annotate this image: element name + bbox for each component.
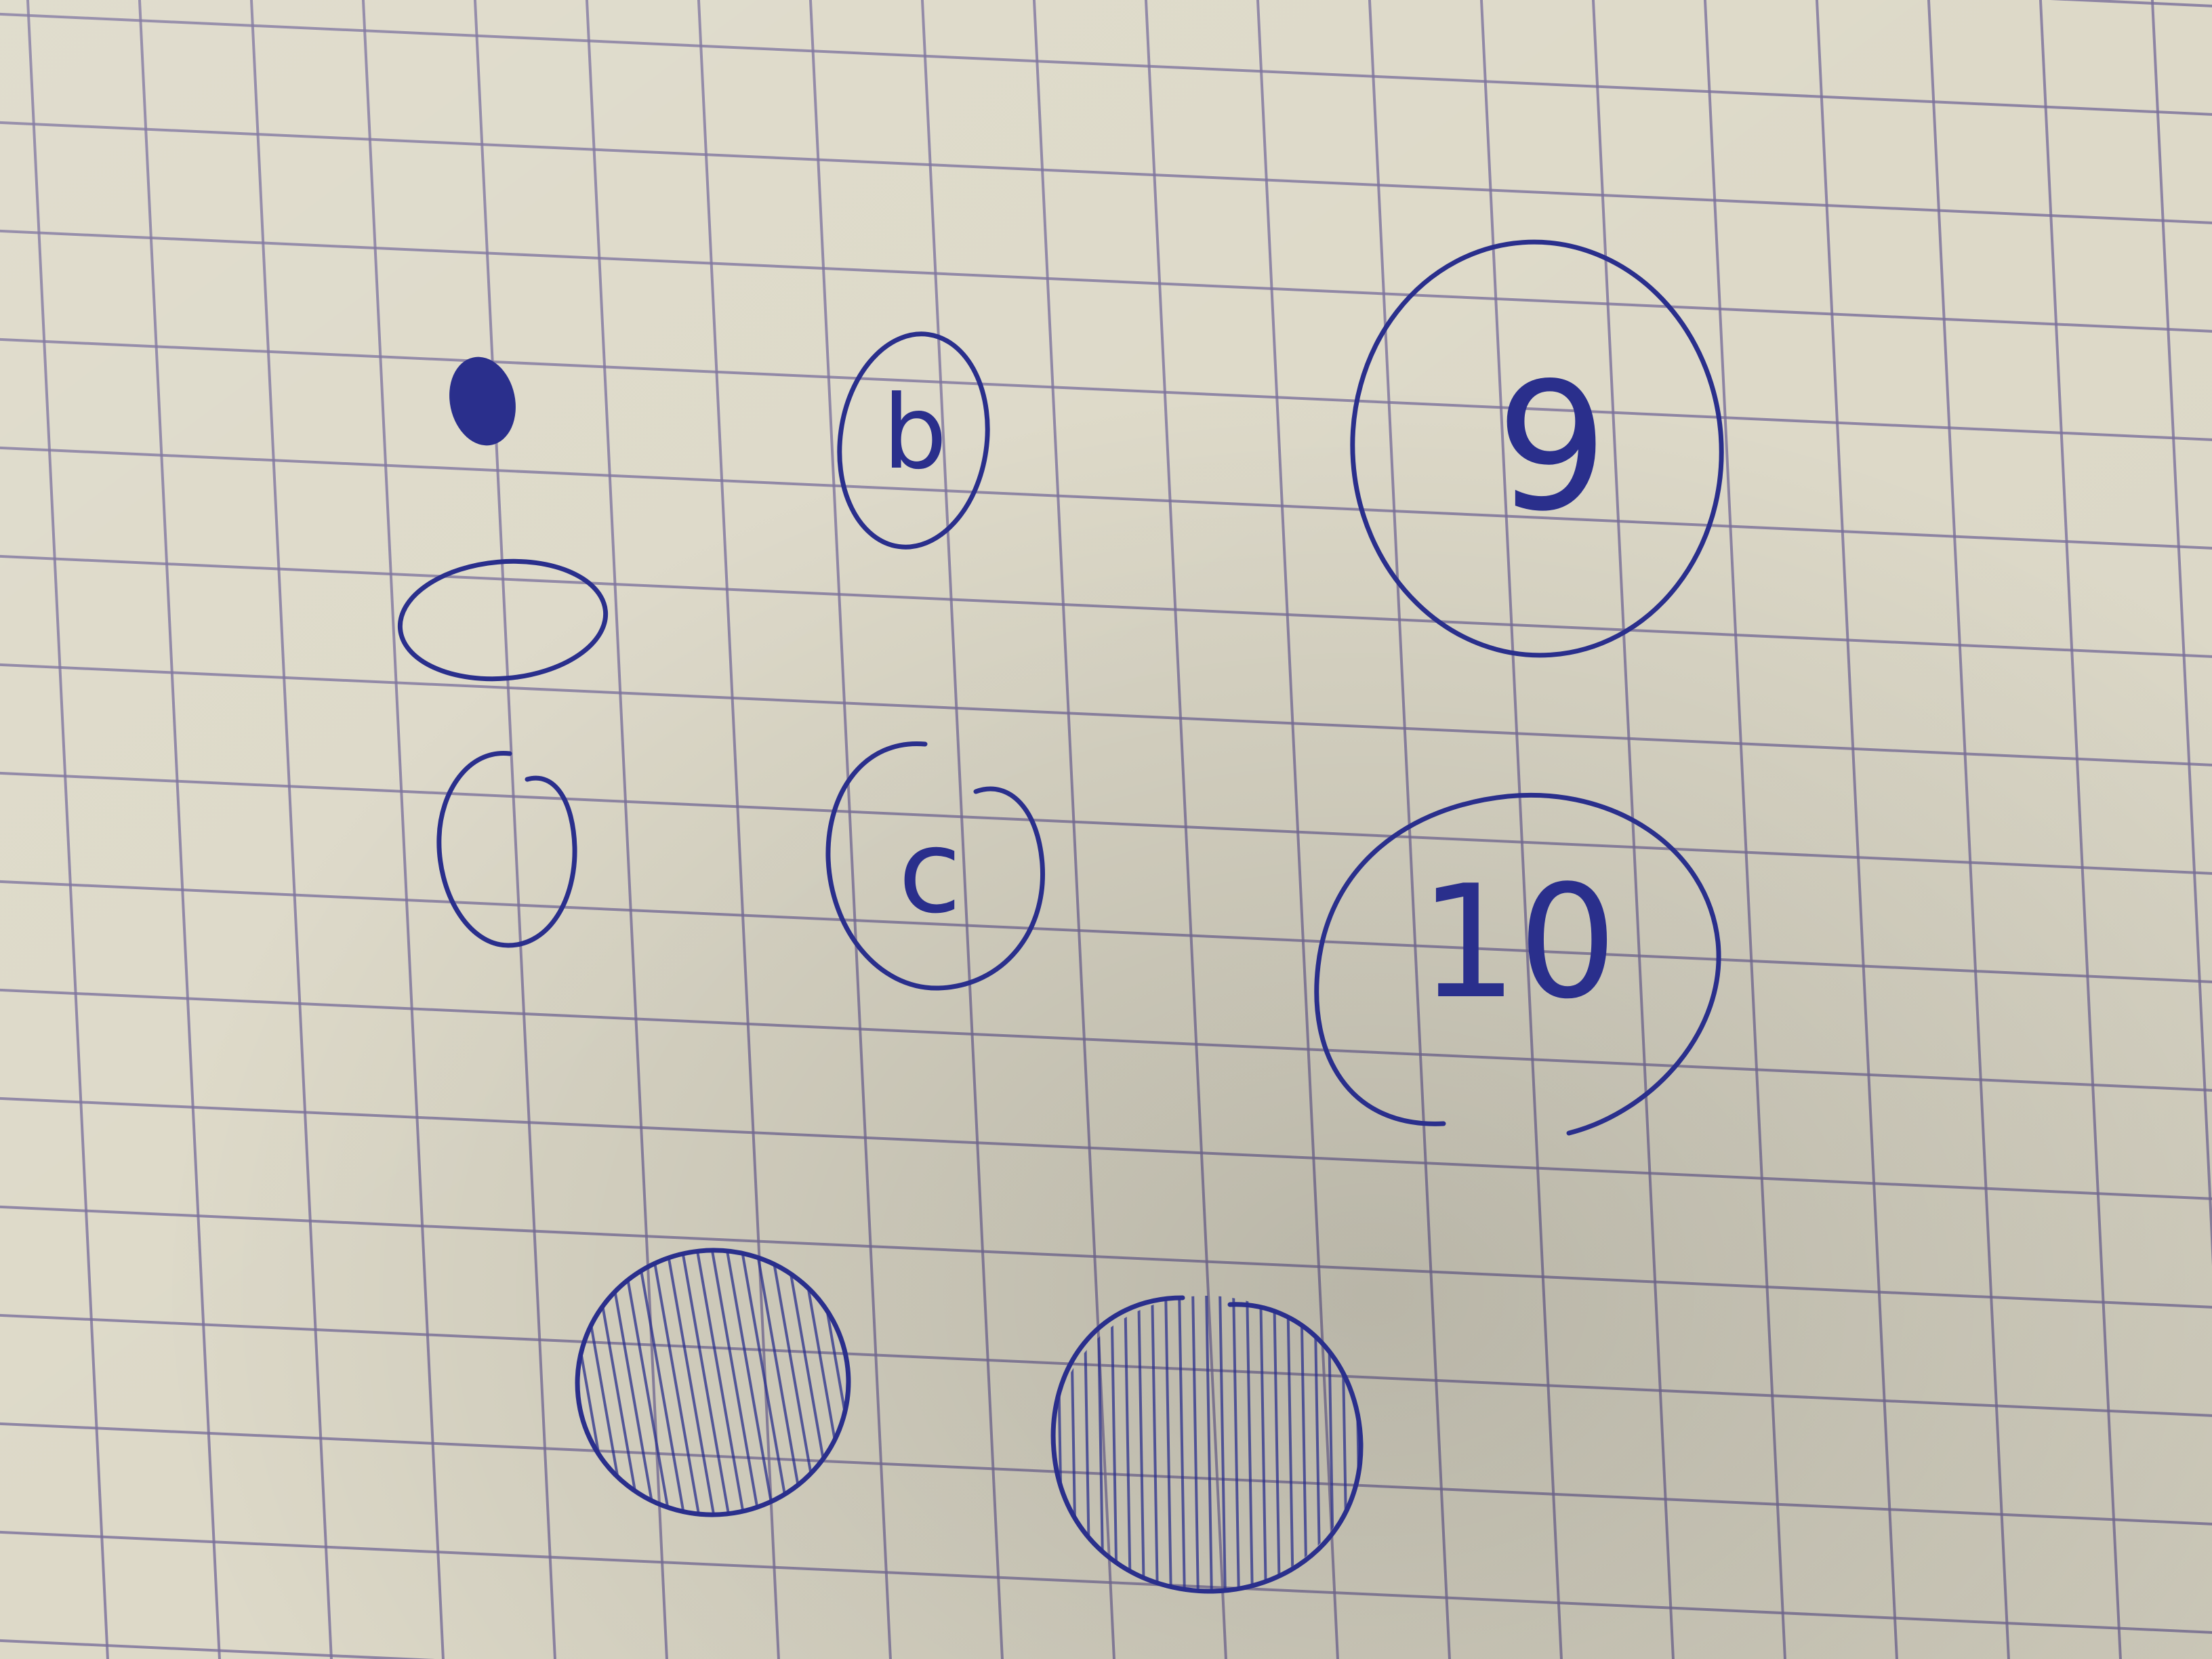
hatch-stroke — [1246, 1296, 1254, 1591]
hatch-stroke — [1178, 1296, 1186, 1591]
hatch-stroke — [651, 1250, 701, 1515]
hatch-stroke — [621, 1250, 671, 1515]
hatch-stroke — [680, 1250, 731, 1515]
label-nine: 9 — [1496, 346, 1607, 550]
hatch-stroke — [695, 1250, 745, 1515]
hatched-circle-right — [1050, 1295, 1364, 1594]
hatch-stroke — [1218, 1296, 1227, 1591]
hatch-stroke — [1191, 1296, 1200, 1591]
label-b: b — [882, 374, 947, 492]
hatching-left — [577, 1250, 848, 1515]
hatch-stroke — [1232, 1296, 1240, 1591]
hatch-stroke — [755, 1250, 805, 1515]
hatch-stroke — [1300, 1296, 1308, 1591]
hatch-stroke — [725, 1250, 775, 1515]
circle-c — [825, 741, 1046, 991]
flat-ellipse — [397, 558, 609, 682]
hatch-stroke — [710, 1250, 760, 1515]
hatch-stroke — [1164, 1296, 1172, 1591]
hatch-stroke — [1137, 1296, 1145, 1591]
label-c: c — [898, 805, 961, 939]
small-open-oval — [436, 751, 577, 948]
hatch-stroke — [1259, 1296, 1267, 1591]
hatch-stroke — [1205, 1296, 1213, 1591]
hatch-stroke — [1110, 1296, 1118, 1591]
circle-b — [837, 331, 990, 550]
hatch-stroke — [1124, 1296, 1132, 1591]
hatch-stroke — [770, 1250, 820, 1515]
hatch-stroke — [665, 1250, 716, 1515]
label-ten: 10 — [1419, 853, 1618, 1033]
open-circle-ten — [1314, 792, 1721, 1136]
filled-dot — [449, 356, 516, 446]
hatch-stroke — [1151, 1296, 1159, 1591]
circle-nine — [1350, 239, 1724, 658]
hatch-stroke — [740, 1250, 790, 1515]
hatch-stroke — [636, 1250, 686, 1515]
hatch-stroke — [1273, 1296, 1281, 1591]
hatched-circle-left — [575, 1248, 851, 1517]
hatch-stroke — [1286, 1296, 1294, 1591]
hatch-stroke — [606, 1250, 656, 1515]
hatch-stroke — [1097, 1296, 1105, 1591]
